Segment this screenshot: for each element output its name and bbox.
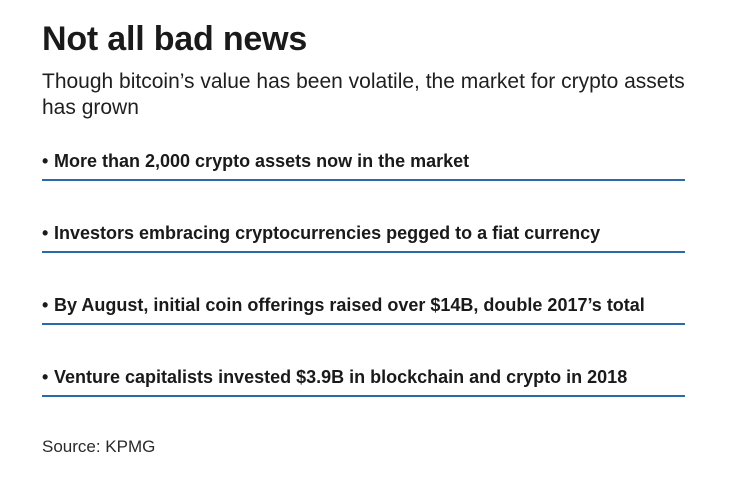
bullet-icon: • (42, 223, 49, 243)
point-text: Venture capitalists invested $3.9B in bl… (54, 367, 628, 387)
divider (42, 323, 685, 325)
list-item: • Investors embracing cryptocurrencies pe… (42, 214, 685, 286)
point-text: More than 2,000 crypto assets now in the… (54, 151, 470, 171)
bullet-icon: • (42, 295, 49, 315)
subtitle: Though bitcoin’s value has been volatile… (42, 70, 685, 119)
list-item: • More than 2,000 crypto assets now in th… (42, 142, 685, 214)
divider (42, 395, 685, 397)
source-note: Source: KPMG (42, 437, 156, 456)
list-item: • By August, initial coin offerings raise… (42, 286, 685, 358)
page-title: Not all bad news (42, 20, 308, 58)
bullet-icon: • (42, 151, 49, 171)
point-text: By August, initial coin offerings raised… (54, 295, 645, 315)
point-text: Investors embracing cryptocurrencies peg… (54, 223, 601, 243)
divider (42, 251, 685, 253)
bullet-icon: • (42, 367, 49, 387)
key-points-list: • More than 2,000 crypto assets now in th… (42, 142, 685, 430)
divider (42, 179, 685, 181)
list-item: • Venture capitalists invested $3.9B in b… (42, 358, 685, 430)
